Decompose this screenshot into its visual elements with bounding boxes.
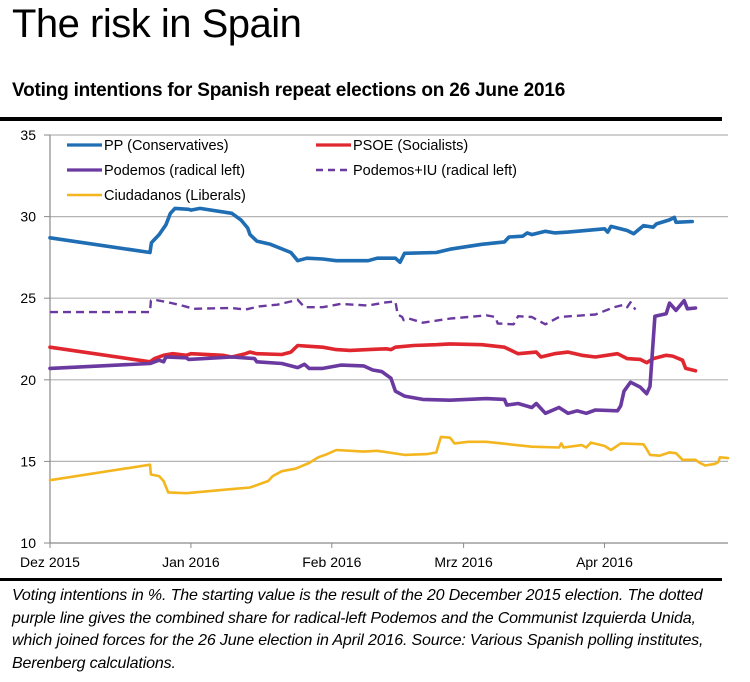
legend-label: PP (Conservatives) — [104, 138, 229, 154]
top-divider — [0, 117, 722, 121]
axes — [49, 135, 728, 544]
legend-label: Ciudadanos (Liberals) — [104, 188, 246, 204]
x-tick-label: Mrz 2016 — [434, 554, 493, 570]
x-axis-ticks: Dez 2015 Jan 2016 Feb 2016 Mrz 2016 Apr 2016 — [20, 543, 633, 570]
legend-item-pp-conservatives: PP (Conservatives) — [67, 138, 229, 154]
x-tick-label: Feb 2016 — [302, 554, 361, 570]
series-line-podemos-iu-radical-left — [50, 298, 637, 326]
series-line-podemos-radical-left — [48, 298, 698, 416]
legend-item-psoe-socialists: PSOE (Socialists) — [316, 138, 468, 154]
x-tick-label: Apr 2016 — [576, 554, 633, 570]
series-line-pp-conservatives — [48, 206, 694, 265]
chart-subtitle: Voting intentions for Spanish repeat ele… — [12, 80, 566, 101]
x-tick-label: Dez 2015 — [20, 554, 80, 570]
x-tick-label: Jan 2016 — [162, 554, 220, 570]
y-axis-ticks: 10 15 20 25 30 35 — [20, 127, 50, 551]
legend: PP (Conservatives) PSOE (Socialists) Podem… — [67, 138, 517, 204]
chart-caption: Voting intentions in %. The starting val… — [12, 587, 704, 672]
gridlines — [50, 134, 728, 462]
y-tick-label: 15 — [20, 453, 36, 469]
legend-label: Podemos+IU (radical left) — [353, 163, 517, 179]
series-line-psoe-socialists — [48, 342, 698, 373]
y-tick-label: 35 — [20, 127, 36, 143]
y-tick-label: 25 — [20, 290, 36, 306]
legend-item-ciudadanos-liberals: Ciudadanos (Liberals) — [67, 188, 246, 204]
series-lines — [48, 206, 730, 495]
y-tick-label: 30 — [20, 209, 36, 225]
y-tick-label: 20 — [20, 372, 36, 388]
y-tick-label: 10 — [20, 535, 36, 551]
series-line-ciudadanos-liberals — [48, 435, 730, 495]
legend-label: PSOE (Socialists) — [353, 138, 468, 154]
line-chart: 10 15 20 25 30 35 Dez 2015 Jan 2016 Feb 2016 Mrz… — [20, 127, 730, 570]
legend-item-podemos-iu-radical-left: Podemos+IU (radical left) — [316, 163, 517, 179]
legend-label: Podemos (radical left) — [104, 163, 245, 179]
legend-item-podemos-radical-left: Podemos (radical left) — [67, 163, 245, 179]
page-title: The risk in Spain — [12, 2, 302, 46]
bottom-divider — [0, 578, 722, 581]
